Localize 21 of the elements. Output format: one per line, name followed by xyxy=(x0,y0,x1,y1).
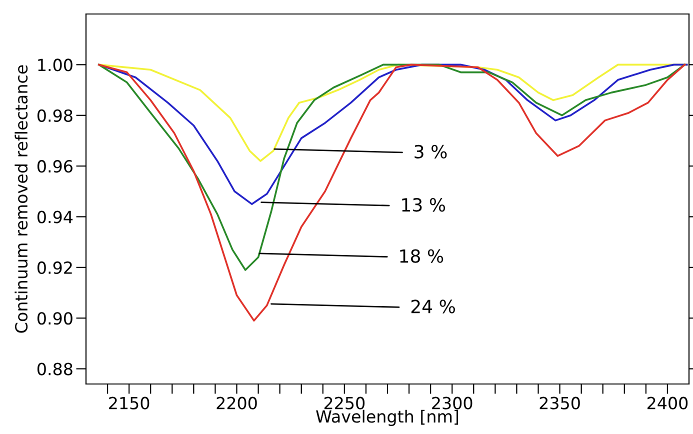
x-tick-label: 2400 xyxy=(647,396,688,410)
y-axis-title: Continuum removed reflectance xyxy=(14,65,28,333)
x-tick-label: 2200 xyxy=(216,396,257,410)
annotation: 18 % xyxy=(400,249,444,263)
y-tick-label: 1.00 xyxy=(38,58,72,72)
y-tick-label: 0.88 xyxy=(37,362,72,376)
y-tick-label: 0.98 xyxy=(37,109,72,122)
x-tick-label: 2150 xyxy=(109,396,150,410)
y-tick-label: 0.94 xyxy=(37,210,73,224)
y-tick-label: 0.96 xyxy=(37,160,72,173)
annotation: 13 % xyxy=(402,198,446,212)
x-axis-title: Wavelength [nm] xyxy=(316,410,458,426)
annotation: 3 % xyxy=(414,144,447,158)
line-series xyxy=(98,64,686,322)
x-tick-label: 2250 xyxy=(324,396,365,410)
annotation: 24 % xyxy=(411,300,455,314)
y-tick-label: 0.90 xyxy=(37,312,72,325)
line-series xyxy=(98,64,686,271)
y-tick-label: 0.92 xyxy=(37,261,72,274)
x-tick-label: 2300 xyxy=(432,396,472,410)
x-tick-label: 2350 xyxy=(540,396,580,410)
